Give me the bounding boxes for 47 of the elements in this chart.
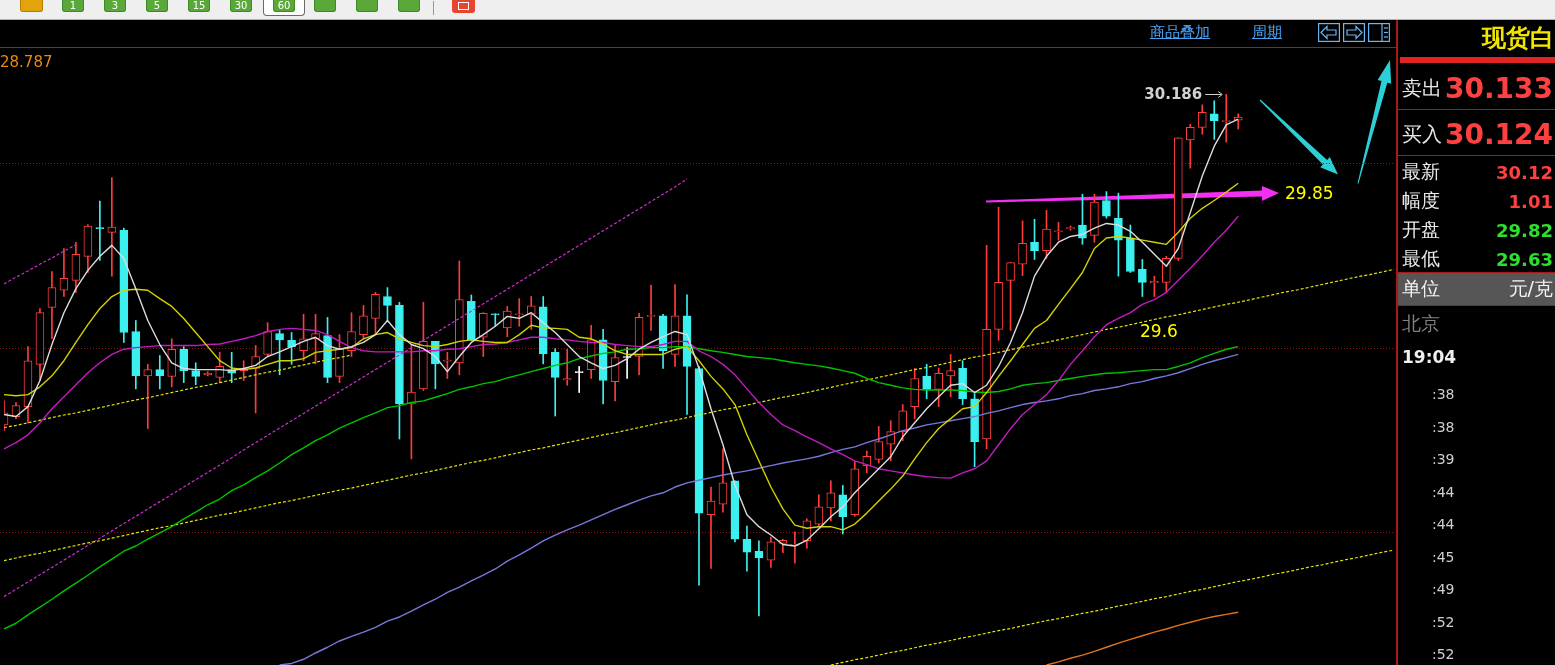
text: 幅度 [1402,189,1440,212]
text: 周期 [1252,23,1282,41]
button: 5 [146,0,168,12]
text: 单位 [1402,277,1440,300]
text: 元/克 [1508,277,1553,300]
candlestick [490,313,500,327]
button: 60 [263,0,305,16]
text: 29.82 [1496,220,1553,242]
text: 北京 [1402,312,1440,335]
button: 1 [62,0,84,12]
text: 30.124 [1444,118,1553,152]
annotation: 29.85 [1285,183,1334,204]
text: :38 [1432,386,1455,403]
candlestick [574,366,584,393]
candlestick [514,298,524,327]
candlestick [107,177,117,277]
text: 最新 [1402,160,1440,183]
text: 开盘 [1402,218,1440,241]
text: :52 [1432,613,1455,630]
text: :52 [1432,646,1455,663]
text: 商品叠加 [1150,23,1210,41]
text: 现货白 [1482,23,1554,52]
candlestick [562,348,572,386]
text: 28.787 [0,52,53,71]
text: 卖出 [1402,76,1442,100]
text: 30.12 [1496,162,1553,184]
candlestick [143,364,153,429]
text: 19:04 [1402,347,1457,368]
text: :38 [1432,418,1455,435]
text: 29.63 [1496,249,1553,271]
text: :44 [1432,483,1455,500]
text: :45 [1432,548,1455,565]
candlestick [646,284,656,331]
button: 30 [230,0,252,12]
text: 买入 [1402,122,1442,146]
text: 1.01 [1508,191,1553,213]
annotation: 30.186 [1144,84,1203,103]
button: 3 [104,0,126,12]
text: 最低 [1402,247,1440,270]
text: :39 [1432,451,1455,468]
text: :44 [1432,516,1455,533]
annotation: 29.6 [1140,321,1178,342]
candlestick [155,355,165,390]
text: 30.133 [1444,72,1553,106]
text: :49 [1432,581,1455,598]
candlestick [1209,100,1219,140]
button: 15 [188,0,210,12]
